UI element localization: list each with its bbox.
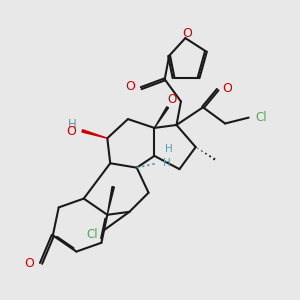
- Polygon shape: [82, 130, 107, 138]
- Text: H: H: [165, 143, 172, 154]
- Polygon shape: [107, 187, 114, 215]
- Text: H: H: [68, 118, 77, 131]
- Text: O: O: [182, 27, 192, 40]
- Text: O: O: [222, 82, 232, 95]
- Text: H: H: [163, 158, 170, 168]
- Text: Cl: Cl: [87, 228, 98, 241]
- Polygon shape: [154, 107, 169, 128]
- Text: O: O: [25, 257, 34, 270]
- Text: O: O: [66, 125, 76, 138]
- Text: O: O: [167, 93, 176, 106]
- Text: Cl: Cl: [255, 111, 267, 124]
- Text: O: O: [125, 80, 135, 93]
